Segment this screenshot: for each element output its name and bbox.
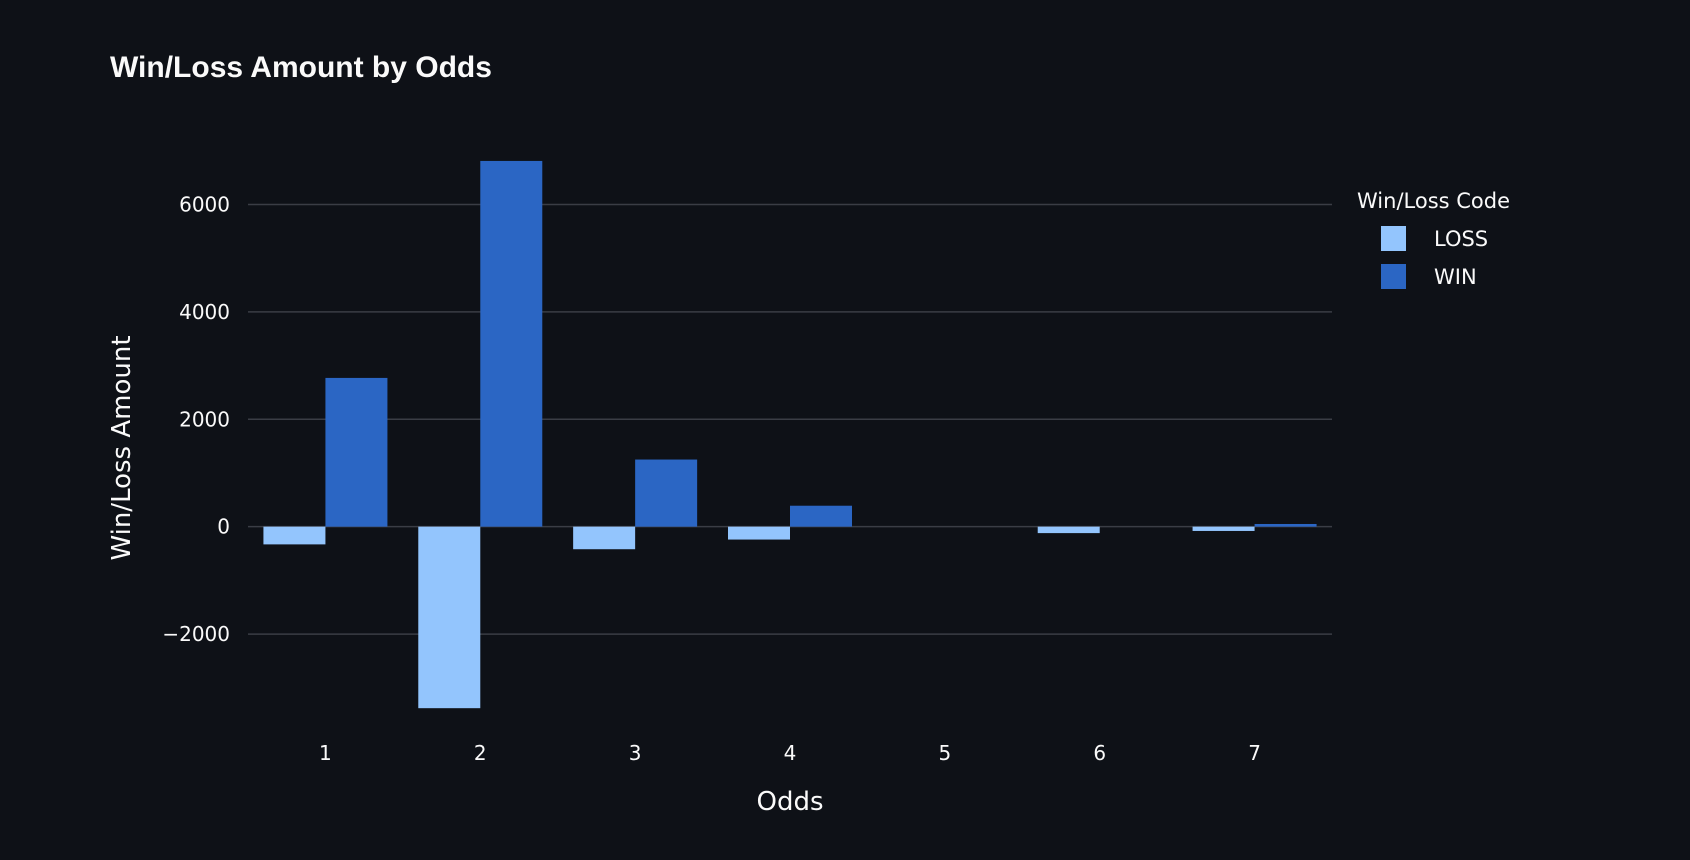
bar-win-odds-1[interactable] <box>325 377 388 527</box>
legend-swatch-win[interactable] <box>1381 264 1406 289</box>
bar-loss-odds-3[interactable] <box>573 526 636 550</box>
x-tick-label: 1 <box>319 741 332 765</box>
bar-win-odds-2[interactable] <box>480 160 543 527</box>
legend-title: Win/Loss Code <box>1357 189 1510 213</box>
bar-loss-odds-7[interactable] <box>1192 526 1255 531</box>
bars <box>263 160 1317 709</box>
bar-loss-odds-1[interactable] <box>263 526 326 545</box>
x-tick-label: 4 <box>784 741 797 765</box>
x-tick-label: 3 <box>629 741 642 765</box>
legend: Win/Loss Code LOSS WIN <box>1357 189 1510 289</box>
legend-label-win[interactable]: WIN <box>1434 265 1477 289</box>
y-tick-label: 0 <box>217 515 230 539</box>
bar-loss-odds-2[interactable] <box>418 526 481 709</box>
legend-swatch-loss[interactable] <box>1381 226 1406 251</box>
bar-loss-odds-6[interactable] <box>1037 526 1100 534</box>
bar-win-odds-3[interactable] <box>635 459 698 527</box>
x-tick-label: 6 <box>1093 741 1106 765</box>
x-tick-label: 7 <box>1248 741 1261 765</box>
legend-label-loss[interactable]: LOSS <box>1434 227 1488 251</box>
bar-loss-odds-4[interactable] <box>728 526 790 540</box>
x-axis-label: Odds <box>756 787 823 817</box>
chart-title: Win/Loss Amount by Odds <box>110 51 492 84</box>
gridlines <box>248 203 1332 635</box>
y-tick-label: 6000 <box>179 192 230 216</box>
bar-win-odds-7[interactable] <box>1254 523 1317 527</box>
x-tick-label: 5 <box>938 741 951 765</box>
x-tick-label: 2 <box>474 741 487 765</box>
y-tick-label: 2000 <box>179 407 230 431</box>
y-tick-label: 4000 <box>179 300 230 324</box>
bar-win-odds-4[interactable] <box>790 505 852 527</box>
y-axis-ticks: −2000 0 2000 4000 6000 <box>162 192 230 646</box>
x-axis-ticks: 1 2 3 4 5 6 7 <box>319 741 1261 765</box>
y-tick-label: −2000 <box>162 622 230 646</box>
y-axis-label: Win/Loss Amount <box>107 335 137 560</box>
